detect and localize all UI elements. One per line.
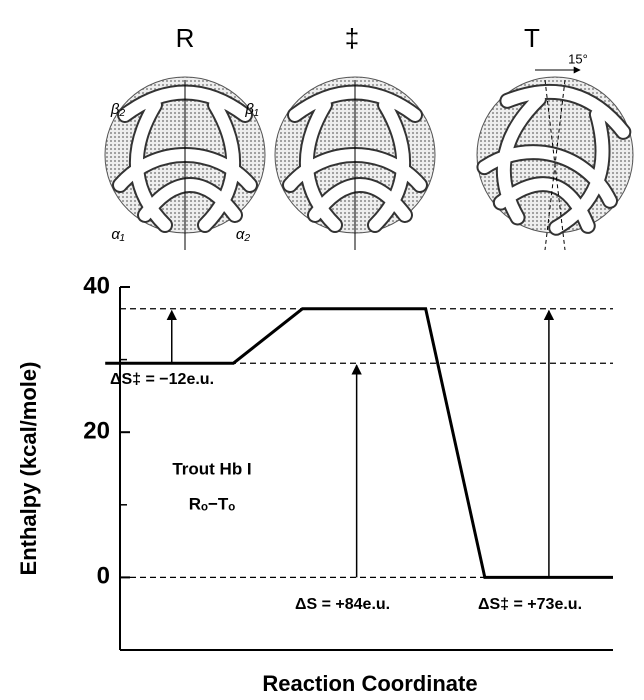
y-tick-label: 20 (83, 418, 110, 445)
protein-t (476, 66, 634, 251)
protein-transition (274, 76, 436, 250)
subunit-label: α₂ (236, 226, 251, 243)
annotation-label: ΔS = +84e.u. (295, 596, 390, 613)
y-axis-label: Enthalpy (kcal/mole) (16, 362, 41, 576)
subunit-label: β₁ (244, 101, 259, 118)
y-tick-label: 0 (97, 563, 110, 590)
subunit-label: β₂ (110, 101, 126, 118)
structure-label: R (176, 23, 195, 53)
structure-label: T (524, 23, 540, 53)
protein-structures (104, 66, 634, 251)
y-tick-label: 40 (83, 272, 110, 299)
subunit-label: α₁ (111, 226, 125, 243)
note: Rₒ−Tₒ (189, 494, 236, 513)
annotation-label: ΔS‡ = −12e.u. (110, 371, 214, 388)
x-axis-label: Reaction Coordinate (262, 671, 477, 696)
rotation-label: 15° (568, 51, 588, 66)
structure-label: ‡ (345, 23, 359, 53)
annotation-label: ΔS‡ = +73e.u. (478, 596, 582, 613)
protein-r (104, 76, 266, 250)
enthalpy-profile (105, 307, 613, 579)
note: Trout Hb I (172, 459, 251, 478)
